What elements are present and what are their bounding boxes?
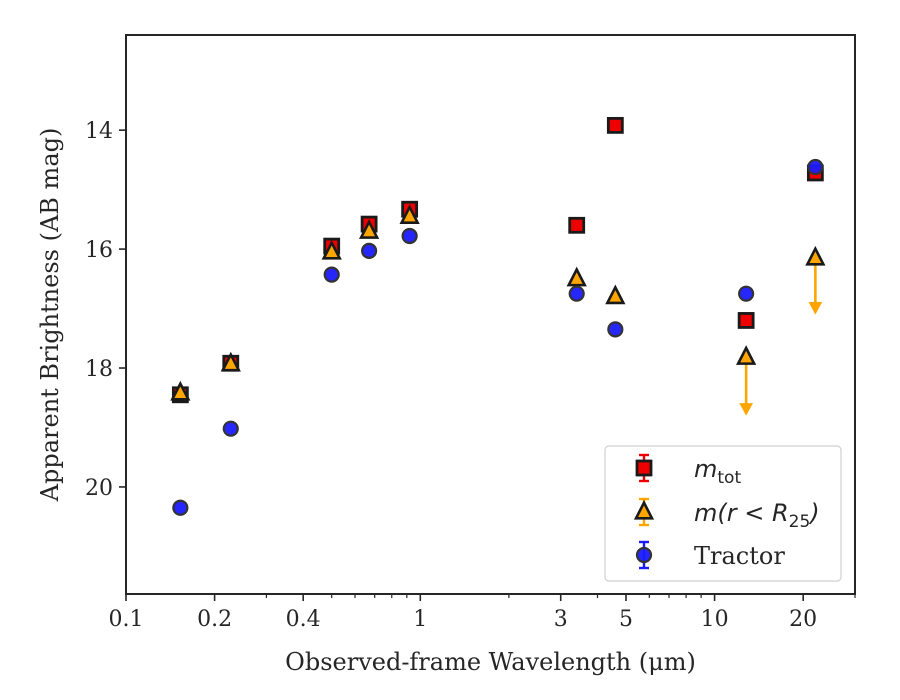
triangle-point-4 bbox=[399, 204, 420, 224]
y-tick-label-1: 16 bbox=[85, 238, 113, 263]
legend-label-m-tot-sub: tot bbox=[717, 468, 741, 488]
legend-symbol-2 bbox=[635, 546, 653, 564]
triangle-point-2 bbox=[321, 239, 342, 260]
triangle-point-1 bbox=[220, 351, 241, 372]
circle-point-6 bbox=[607, 321, 624, 338]
x-tick-label-0: 0.1 bbox=[109, 607, 144, 632]
x-tick-label-2: 0.4 bbox=[286, 607, 321, 632]
legend-entry-m-r25: m(r < R25) bbox=[633, 497, 820, 532]
series-circle bbox=[172, 158, 824, 516]
circle-point-8 bbox=[807, 158, 824, 176]
legend-label-m-tot-main: m bbox=[694, 455, 717, 483]
square-point-7 bbox=[737, 312, 755, 329]
legend-box bbox=[604, 445, 842, 582]
y-tick-label-0: 14 bbox=[85, 119, 113, 144]
series-triangle bbox=[170, 204, 826, 416]
legend-label-m-r25-sub: 25 bbox=[789, 512, 811, 532]
x-tick-label-4: 3 bbox=[554, 607, 568, 632]
axis-ticks: 0.1 0.2 0.4 1 3 5 10 20 14 16 18 20 bbox=[85, 119, 856, 632]
circle-point-0 bbox=[172, 499, 189, 516]
triangle-limit-arrow-7 bbox=[739, 403, 753, 416]
legend-marker-triangle bbox=[633, 497, 655, 527]
y-axis-label: Apparent Brightness (AB mag) bbox=[36, 128, 64, 503]
triangle-point-7 bbox=[736, 345, 757, 365]
legend-label-m-r25-tail: ) bbox=[808, 499, 819, 527]
data-points bbox=[170, 116, 826, 516]
x-tick-label-3: 1 bbox=[413, 607, 427, 632]
legend-symbol-0 bbox=[635, 459, 653, 477]
circle-point-3 bbox=[361, 242, 378, 259]
x-tick-label-6: 10 bbox=[701, 607, 729, 632]
legend-label-m-r25: m(r < R25) bbox=[694, 499, 820, 532]
triangle-point-6 bbox=[605, 284, 626, 305]
legend-entry-tractor: Tractor bbox=[635, 540, 785, 570]
legend-label-m-tot: mtot bbox=[694, 455, 741, 488]
x-tick-label-5: 5 bbox=[619, 607, 633, 632]
y-tick-label-2: 18 bbox=[85, 357, 113, 382]
triangle-limit-arrow-8 bbox=[808, 302, 823, 315]
circle-point-1 bbox=[222, 420, 239, 437]
circle-point-4 bbox=[401, 227, 418, 245]
legend-marker-square bbox=[635, 453, 653, 483]
triangle-point-5 bbox=[566, 266, 587, 287]
square-point-5 bbox=[568, 216, 586, 234]
x-tick-label-7: 20 bbox=[789, 607, 817, 632]
series-square bbox=[171, 116, 824, 404]
legend-marker-circle bbox=[635, 540, 653, 570]
y-tick-label-3: 20 bbox=[85, 476, 113, 501]
plot-frame bbox=[125, 34, 856, 595]
circle-point-7 bbox=[738, 285, 755, 302]
square-point-6 bbox=[606, 116, 624, 134]
legend-label-tractor: Tractor bbox=[694, 542, 785, 570]
legend-symbol-1 bbox=[633, 499, 655, 520]
circle-point-5 bbox=[568, 285, 585, 302]
triangle-point-0 bbox=[170, 380, 191, 401]
legend-entry-m-tot: mtot bbox=[635, 453, 741, 488]
x-tick-label-1: 0.2 bbox=[197, 607, 232, 632]
triangle-point-8 bbox=[805, 245, 826, 266]
legend-label-m-r25-main: m(r < R bbox=[694, 499, 789, 527]
x-axis-label: Observed-frame Wavelength (μm) bbox=[285, 648, 696, 676]
triangle-point-3 bbox=[358, 219, 380, 239]
circle-point-2 bbox=[323, 266, 340, 283]
legend: mtot m(r < R25) Tractor bbox=[604, 445, 842, 582]
